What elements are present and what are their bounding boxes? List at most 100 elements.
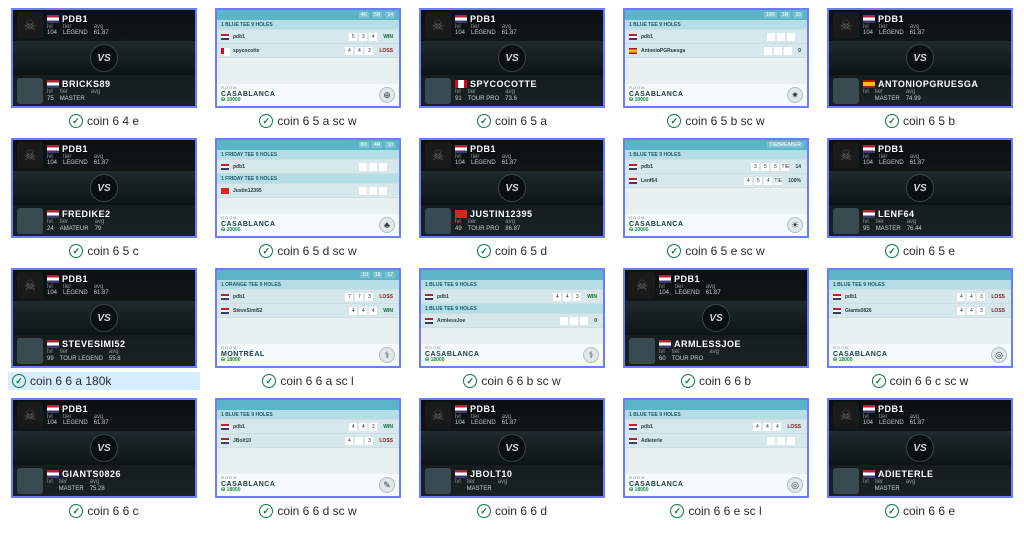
scorecard-thumbnail[interactable]: 1 BLUE TEE 9 HOLES pdb1 443 WIN JBolt10 … [215,398,401,498]
sc-label-row: 1 FRIDAY TEE 9 HOLES [217,150,399,160]
sc-header [217,400,399,410]
caption-row: ✓ coin 6 6 d sc w [255,502,360,520]
check-icon: ✓ [885,504,899,518]
scorecard-thumbnail[interactable]: 6D4R10 1 FRIDAY TEE 9 HOLES pdb1 1 FRIDA… [215,138,401,238]
caption-row: ✓ coin 6 5 c [65,242,142,260]
check-icon: ✓ [69,244,83,258]
vs-badge: VS [906,44,934,72]
player-name: PDB1 [62,404,88,414]
vs-badge: VS [906,434,934,462]
caption-text: coin 6 5 d [495,244,547,258]
thumbnail-cell[interactable]: ☠ PDB1 lvl104 tierLEGEND avg61.87 VS FRE… [8,138,200,260]
check-icon: ✓ [670,504,684,518]
vs-thumbnail[interactable]: ☠ PDB1 lvl104 tierLEGEND avg61.87 VS SPY… [419,8,605,108]
scorecard-thumbnail[interactable]: 10R1R16 1 BLUE TEE 9 HOLES pdb1 AntonioP… [623,8,809,108]
player-row: ARMLESSJOE lvl60 tierTOUR PRO avg [625,335,807,366]
caption-row: ✓ coin 6 5 a [473,112,551,130]
player-row: ☠ PDB1 lvl104 tierLEGEND avg61.87 [625,270,807,301]
thumbnail-cell[interactable]: ☠ PDB1 lvl104 tierLEGEND avg61.87 VS STE… [8,268,200,390]
check-icon: ✓ [12,374,26,388]
check-icon: ✓ [259,504,273,518]
thumbnail-cell[interactable]: ☠ PDB1 lvl104 tierLEGEND avg61.87 VS JUS… [416,138,608,260]
vs-thumbnail[interactable]: ☠ PDB1 lvl104 tierLEGEND avg61.87 VS BRI… [11,8,197,108]
caption-text: coin 6 6 a sc l [280,374,353,388]
thumbnail-cell[interactable]: 6D4R10 1 FRIDAY TEE 9 HOLES pdb1 1 FRIDA… [212,138,404,260]
caption-text: coin 6 6 c [87,504,138,518]
vs-badge: VS [498,44,526,72]
thumbnail-cell[interactable]: ☠ PDB1 lvl104 tierLEGEND avg61.87 VS SPY… [416,8,608,130]
thumbnail-cell[interactable]: 1 BLUE TEE 9 HOLES pdb1 443 WIN JBolt10 … [212,398,404,520]
sc-header [829,270,1011,280]
scorecard-thumbnail[interactable]: 1 BLUE TEE 9 HOLES pdb1 443 LOSS Giants0… [827,268,1013,368]
check-icon: ✓ [262,374,276,388]
avatar [17,208,43,234]
vs-thumbnail[interactable]: ☠ PDB1 lvl104 tierLEGEND avg61.87 VS GIA… [11,398,197,498]
thumbnail-cell[interactable]: ☠ PDB1 lvl104 tierLEGEND avg61.87 VS BRI… [8,8,200,130]
player-name: JUSTIN12395 [470,209,533,219]
vs-thumbnail[interactable]: ☠ PDB1 lvl104 tierLEGEND avg61.87 VS FRE… [11,138,197,238]
sc-footer: ROOM CASABLANCA ⛁ 10000 ✷ [625,84,807,106]
thumbnail-cell[interactable]: ☠ PDB1 lvl104 tierLEGEND avg61.87 VS ARM… [620,268,812,390]
flag-icon [425,318,433,324]
sc-footer: ROOM CASABLANCA ⛁ 10000 ☀ [625,214,807,236]
thumbnail-cell[interactable]: ☠ PDB1 lvl104 tierLEGEND avg61.87 VS LEN… [824,138,1016,260]
player-row: ☠ PDB1 lvl104 tierLEGEND avg61.87 [829,400,1011,431]
scorecard-thumbnail[interactable]: 1 BLUE TEE 9 HOLES pdb1 443 WIN 1 BLUE T… [419,268,605,368]
caption-row: ✓ coin 6 5 d sc w [255,242,360,260]
scorecard-thumbnail[interactable]: 4R5R14 1 BLUE TEE 9 HOLES pdb1 534 WIN s… [215,8,401,108]
scorecard-thumbnail[interactable]: TIEBREAKER 1 BLUE TEE 9 HOLES pdb1 355TI… [623,138,809,238]
thumbnail-cell[interactable]: 10R1R16 1 BLUE TEE 9 HOLES pdb1 AntonioP… [620,8,812,130]
emblem-icon: ⊕ [379,87,395,103]
flag-icon [47,470,59,478]
player-row: ☠ PDB1 lvl104 tierLEGEND avg61.87 [13,10,195,41]
vs-thumbnail[interactable]: ☠ PDB1 lvl104 tierLEGEND avg61.87 VS ANT… [827,8,1013,108]
thumbnail-cell[interactable]: 4R5R14 1 BLUE TEE 9 HOLES pdb1 534 WIN s… [212,8,404,130]
avatar: ☠ [833,142,859,168]
flag-icon [863,470,875,478]
thumbnail-cell[interactable]: 1 BLUE TEE 9 HOLES pdb1 443 WIN 1 BLUE T… [416,268,608,390]
scorecard-thumbnail[interactable]: 101917 1 ORANGE TEE 9 HOLES pdb1 773 LOS… [215,268,401,368]
vs-thumbnail[interactable]: ☠ PDB1 lvl104 tierLEGEND avg61.87 VS STE… [11,268,197,368]
avatar: ☠ [17,12,43,38]
flag-icon [659,340,671,348]
caption-text: coin 6 6 a 180k [30,374,111,388]
sc-footer: ROOM CASABLANCA ⛁ 10000 ⊕ [217,84,399,106]
caption-text: coin 6 5 a [495,114,547,128]
thumbnail-cell[interactable]: 101917 1 ORANGE TEE 9 HOLES pdb1 773 LOS… [212,268,404,390]
player-row: ADIETERLE lvl tierMASTER avg [829,465,1011,496]
thumbnail-cell[interactable]: ☠ PDB1 lvl104 tierLEGEND avg61.87 VS JBO… [416,398,608,520]
flag-icon [455,15,467,23]
flag-icon [629,438,637,444]
avatar: ☠ [17,402,43,428]
thumbnail-cell[interactable]: ☠ PDB1 lvl104 tierLEGEND avg61.87 VS ANT… [824,8,1016,130]
caption-row: ✓ coin 6 6 b [677,372,755,390]
sc-footer: ROOM CASABLANCA ⛁ 18000 ✎ [217,474,399,496]
vs-badge: VS [90,44,118,72]
player-row: SPYCOCOTTE lvl91 tierTOUR PRO avg73.6 [421,75,603,106]
caption-row: ✓ coin 6 6 a sc l [258,372,357,390]
vs-thumbnail[interactable]: ☠ PDB1 lvl104 tierLEGEND avg61.87 VS ADI… [827,398,1013,498]
avatar [17,468,43,494]
thumbnail-cell[interactable]: 1 BLUE TEE 9 HOLES pdb1 443 LOSS Giants0… [824,268,1016,390]
vs-thumbnail[interactable]: ☠ PDB1 lvl104 tierLEGEND avg61.87 VS ARM… [623,268,809,368]
thumbnail-cell[interactable]: TIEBREAKER 1 BLUE TEE 9 HOLES pdb1 355TI… [620,138,812,260]
thumbnail-cell[interactable]: ☠ PDB1 lvl104 tierLEGEND avg61.87 VS ADI… [824,398,1016,520]
thumbnail-cell[interactable]: ☠ PDB1 lvl104 tierLEGEND avg61.87 VS GIA… [8,398,200,520]
caption-row: ✓ coin 6 6 d [473,502,551,520]
vs-thumbnail[interactable]: ☠ PDB1 lvl104 tierLEGEND avg61.87 VS JUS… [419,138,605,238]
vs-thumbnail[interactable]: ☠ PDB1 lvl104 tierLEGEND avg61.87 VS JBO… [419,398,605,498]
scorecard-thumbnail[interactable]: 1 BLUE TEE 9 HOLES pdb1 444 LOSS Adieter… [623,398,809,498]
emblem-icon: ◎ [787,477,803,493]
player-name: PDB1 [62,144,88,154]
caption-text: coin 6 5 b [903,114,955,128]
flag-icon [833,294,841,300]
player-row: ☠ PDB1 lvl104 tierLEGEND avg61.87 [13,400,195,431]
player-row: ☠ PDB1 lvl104 tierLEGEND avg61.87 [421,140,603,171]
player-row: ☠ PDB1 lvl104 tierLEGEND avg61.87 [421,400,603,431]
vs-thumbnail[interactable]: ☠ PDB1 lvl104 tierLEGEND avg61.87 VS LEN… [827,138,1013,238]
sc-header: TIEBREAKER [625,140,807,150]
thumbnail-cell[interactable]: 1 BLUE TEE 9 HOLES pdb1 444 LOSS Adieter… [620,398,812,520]
emblem-icon: ✎ [379,477,395,493]
player-row: JBOLT10 lvl tierMASTER avg [421,465,603,496]
caption-row: ✓ coin 6 5 e sc w [663,242,768,260]
